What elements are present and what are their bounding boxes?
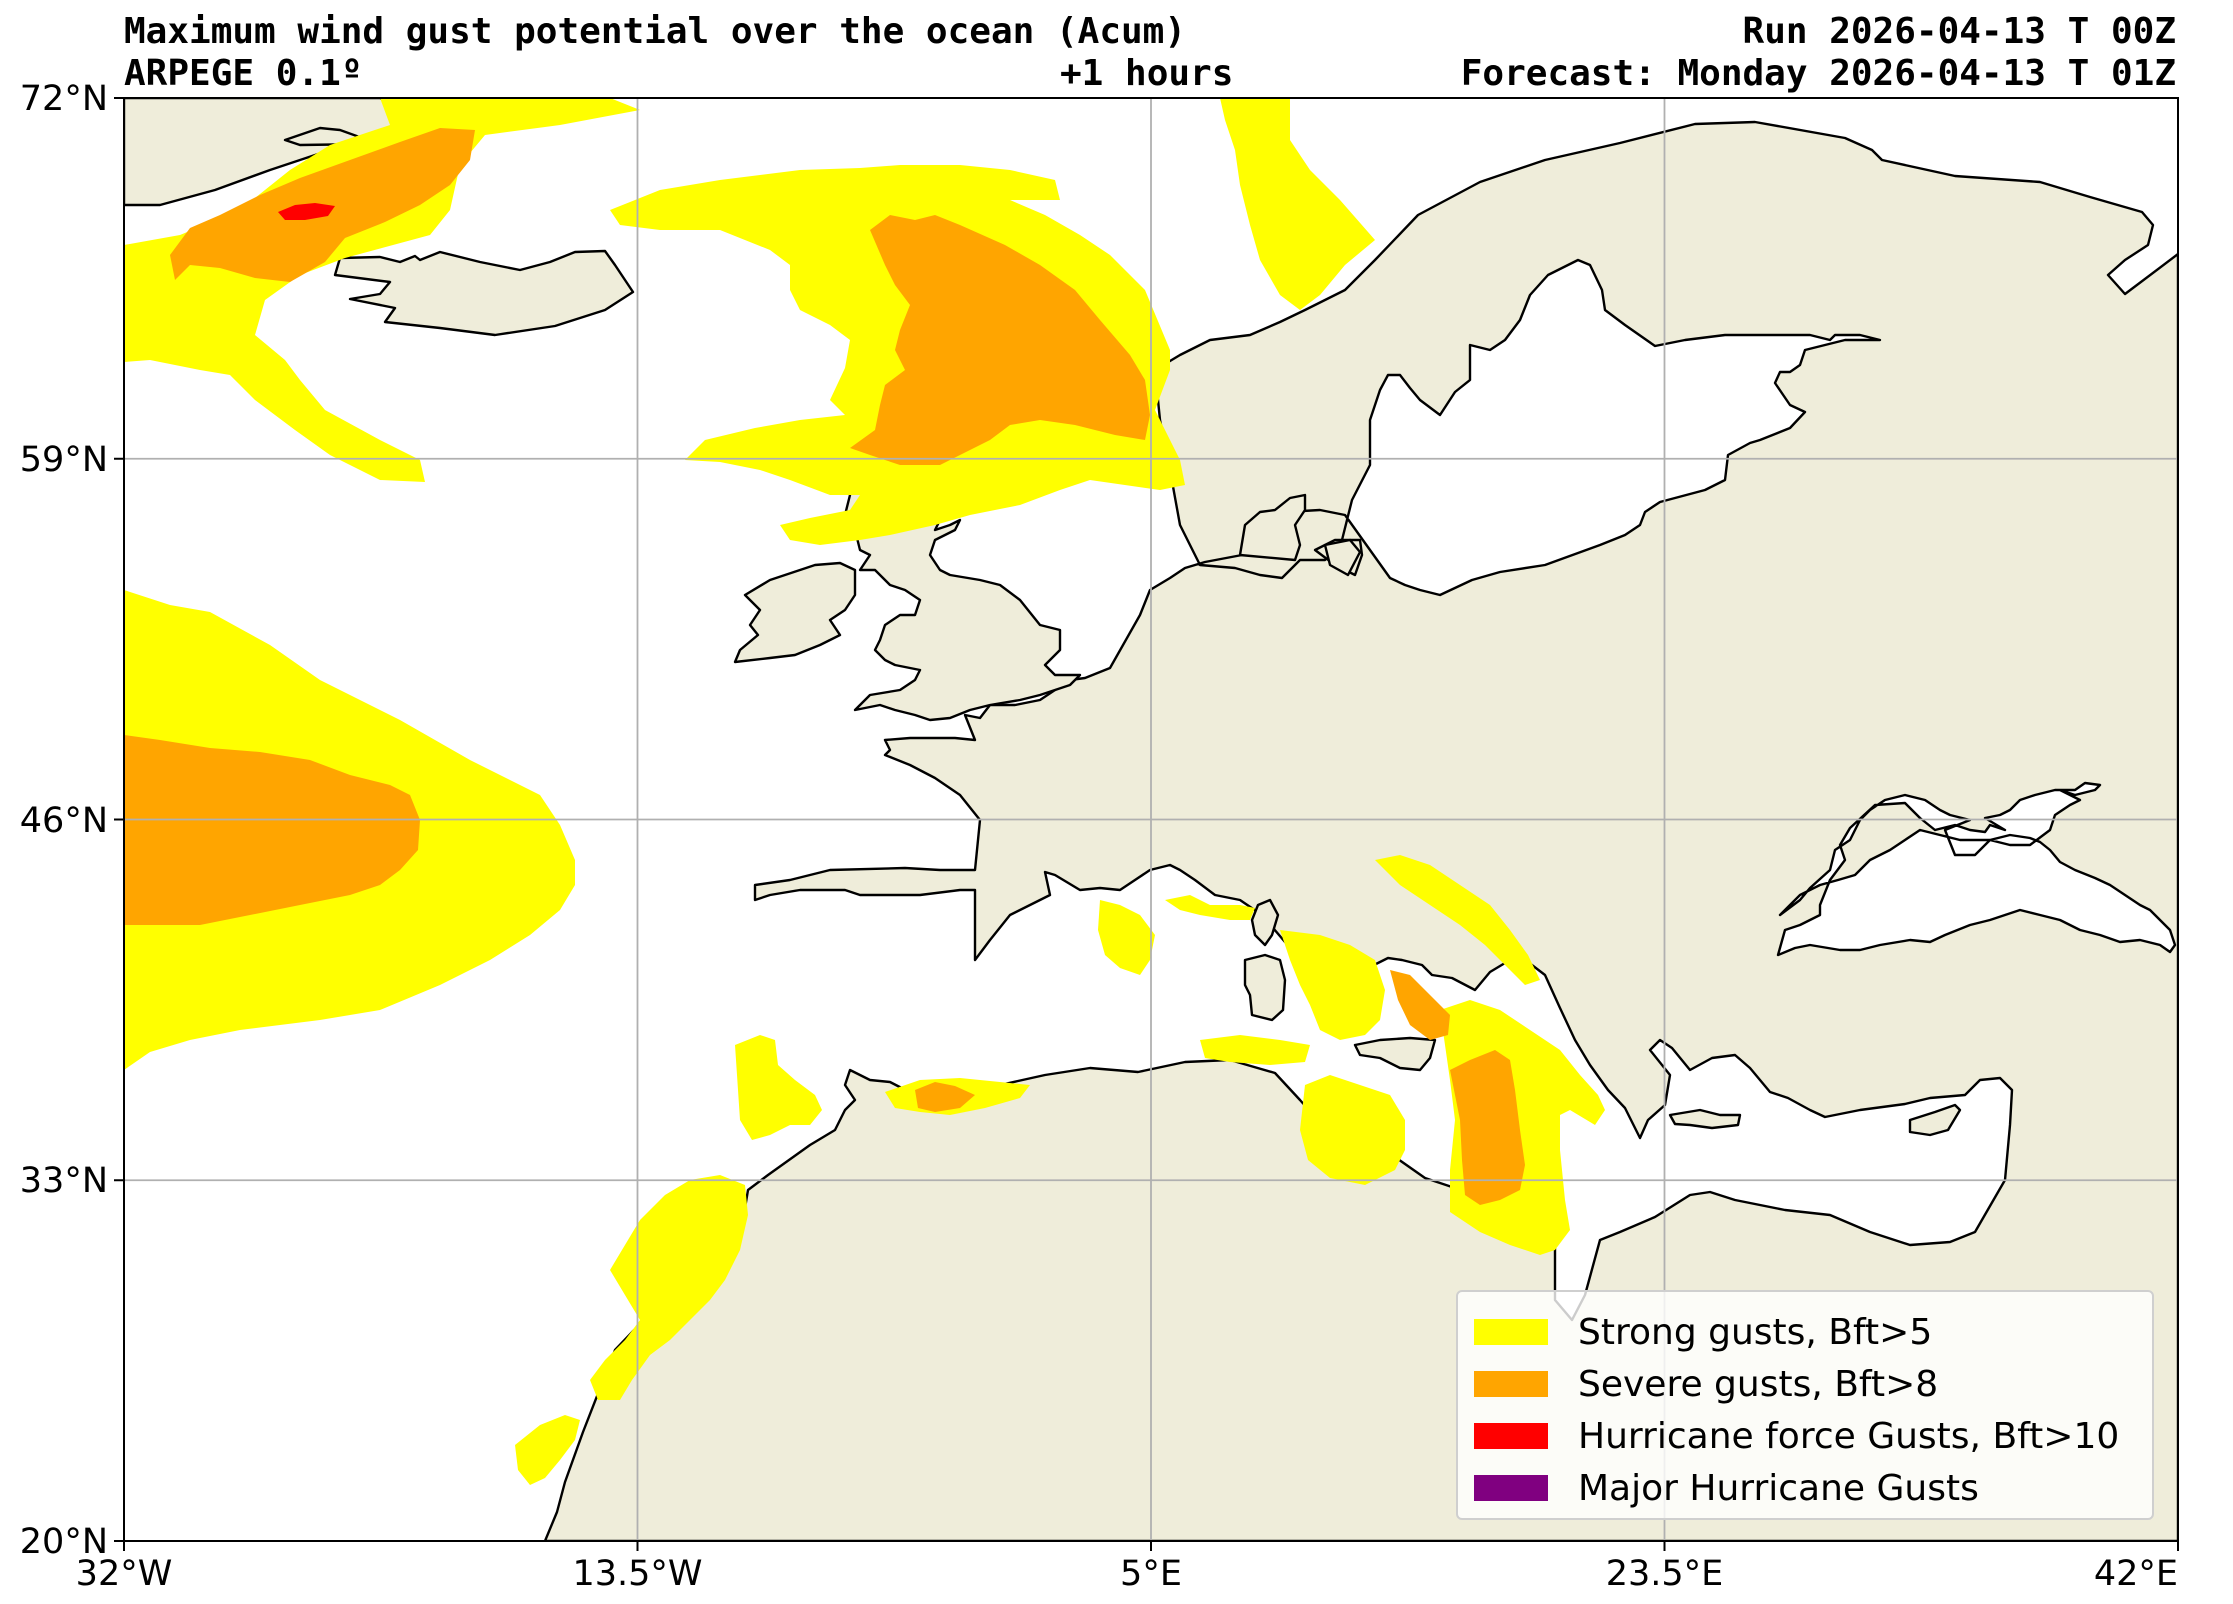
graticule xyxy=(124,98,2178,1541)
strong-gusts-sardinia-south xyxy=(1200,1035,1310,1065)
legend-swatch-strong xyxy=(1474,1319,1548,1345)
tick-marks xyxy=(114,97,2179,1551)
lat-tick-label: 72°N xyxy=(20,79,108,119)
strong-gusts-alboran xyxy=(735,1035,822,1140)
lead-time-label: +1 hours xyxy=(1060,53,1234,94)
crete-land xyxy=(1668,1108,1742,1130)
sicily-land xyxy=(1353,1036,1437,1072)
lat-tick-label: 46°N xyxy=(20,801,108,841)
strong-gusts-ligurian xyxy=(1165,895,1255,920)
severe-gusts-tyrrhenian xyxy=(1390,970,1450,1040)
lon-tick-label: 42°E xyxy=(2094,1554,2178,1594)
corsica-land xyxy=(1250,898,1280,947)
hurricane-gusts-cell xyxy=(278,203,335,220)
legend-swatch-hurricane xyxy=(1474,1423,1548,1449)
strong-gusts-north-cape xyxy=(1220,98,1375,310)
severe-gusts-alboran xyxy=(915,1082,975,1112)
strong-gusts-tyrrhenian xyxy=(1280,930,1385,1040)
severe-gusts-atlantic xyxy=(124,735,420,925)
lat-tick-label: 33°N xyxy=(20,1161,108,1201)
legend-item-hurricane: Hurricane force Gusts, Bft>10 xyxy=(1474,1410,2136,1462)
severe-gusts-norwegian-sea xyxy=(850,215,1150,465)
lon-tick-label: 13.5°W xyxy=(572,1554,702,1594)
model-label: ARPEGE 0.1º xyxy=(124,53,363,94)
cyprus-land xyxy=(1908,1103,1962,1137)
lon-tick-label: 32°W xyxy=(76,1554,173,1594)
strong-gusts-adriatic xyxy=(1375,855,1540,985)
strong-gusts-greenland-sea xyxy=(124,98,640,482)
scandinavia-russia-land xyxy=(543,120,2178,1541)
gotland-land xyxy=(1323,538,1362,577)
strong-gusts-canaries xyxy=(590,1175,748,1400)
legend-swatch-severe xyxy=(1474,1371,1548,1397)
map-legend: Strong gusts, Bft>5 Severe gusts, Bft>8 … xyxy=(1456,1290,2154,1520)
legend-label-strong: Strong gusts, Bft>5 xyxy=(1578,1311,1933,1353)
legend-item-severe: Severe gusts, Bft>8 xyxy=(1474,1358,2136,1410)
strong-gusts-morocco-coast xyxy=(515,1415,580,1485)
strong-gusts-balearic xyxy=(1098,900,1155,975)
legend-label-severe: Severe gusts, Bft>8 xyxy=(1578,1363,1939,1405)
severe-gusts-ionian xyxy=(1450,1050,1525,1205)
iceland-land xyxy=(333,249,635,337)
sardinia-land xyxy=(1243,953,1287,1022)
legend-label-major-hurricane: Major Hurricane Gusts xyxy=(1578,1467,1979,1509)
lat-tick-label: 20°N xyxy=(20,1522,108,1562)
jutland-land xyxy=(1238,493,1307,562)
hurricane-gusts-layer xyxy=(278,203,335,220)
legend-item-strong: Strong gusts, Bft>5 xyxy=(1474,1306,2136,1358)
lon-tick-label: 23.5°E xyxy=(1606,1554,1724,1594)
lat-tick-label: 59°N xyxy=(20,440,108,480)
legend-item-major-hurricane: Major Hurricane Gusts xyxy=(1474,1462,2136,1514)
ireland-land xyxy=(733,561,857,664)
lon-tick-label: 5°E xyxy=(1120,1554,1182,1594)
map-title: Maximum wind gust potential over the oce… xyxy=(124,11,1187,52)
strong-gusts-sicily-channel xyxy=(1300,1075,1405,1185)
forecast-time-label: Forecast: Monday 2026-04-13 T 01Z xyxy=(1460,53,2176,94)
legend-label-hurricane: Hurricane force Gusts, Bft>10 xyxy=(1578,1415,2120,1457)
legend-swatch-major-hurricane xyxy=(1474,1475,1548,1501)
black-sea-water xyxy=(1776,781,2177,957)
run-label: Run 2026-04-13 T 00Z xyxy=(1742,11,2176,52)
